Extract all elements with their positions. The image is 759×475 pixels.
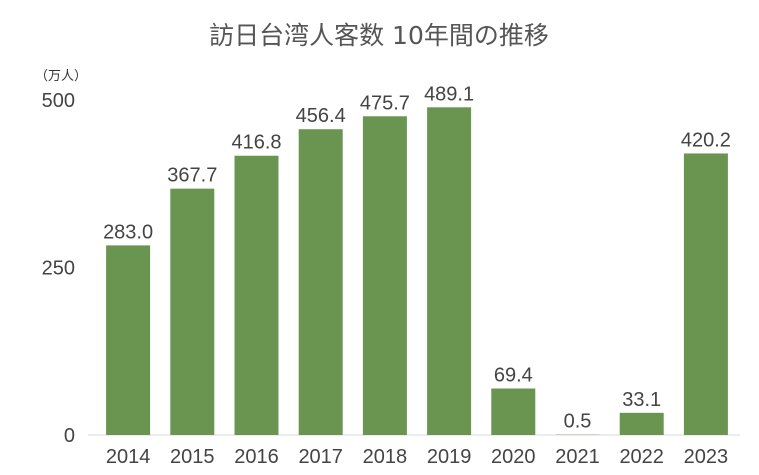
bar-series: [106, 107, 728, 435]
data-label-2022: 33.1: [622, 389, 661, 411]
data-label-2021: 0.5: [564, 411, 592, 433]
x-tick-label: 2019: [427, 446, 472, 468]
y-unit-label: （万人）: [35, 69, 87, 84]
data-label-2017: 456.4: [296, 105, 346, 127]
x-tick-label: 2015: [170, 446, 215, 468]
x-tick-label: 2023: [684, 446, 729, 468]
x-tick-label: 2017: [298, 446, 343, 468]
bar-2014: [106, 245, 151, 435]
x-tick-label: 2014: [106, 446, 151, 468]
data-label-2020: 69.4: [494, 365, 533, 387]
bar-2019: [427, 107, 472, 435]
chart-title: 訪日台湾人客数 10年間の推移: [209, 21, 549, 50]
data-label-2018: 475.7: [360, 92, 410, 114]
bar-2022: [619, 412, 664, 435]
data-label-2023: 420.2: [681, 129, 731, 151]
y-tick-label: 0: [64, 425, 75, 447]
y-tick-label: 250: [42, 258, 75, 280]
data-label-2014: 283.0: [103, 221, 153, 243]
bar-2015: [170, 188, 215, 435]
x-tick-label: 2016: [234, 446, 279, 468]
bar-2017: [298, 129, 343, 435]
data-labels: 283.0 367.7 416.8 456.4 475.7 489.1 69.4 0.5 33.…: [103, 83, 731, 432]
bar-2020: [491, 388, 536, 435]
bar-2023: [683, 153, 728, 435]
x-axis: 2014 2015 2016 2017 2018 2019 2020 2021 2022 2023: [106, 446, 728, 468]
data-label-2019: 489.1: [424, 83, 474, 105]
x-tick-label: 2022: [619, 446, 664, 468]
x-tick-label: 2020: [491, 446, 536, 468]
bar-2018: [362, 116, 407, 435]
data-label-2015: 367.7: [167, 165, 217, 187]
data-label-2016: 416.8: [231, 132, 281, 154]
y-axis: 0 250 500: [42, 90, 75, 447]
x-tick-label: 2021: [555, 446, 600, 468]
bar-2016: [234, 155, 279, 435]
y-tick-label: 500: [42, 90, 75, 112]
x-tick-label: 2018: [363, 446, 408, 468]
